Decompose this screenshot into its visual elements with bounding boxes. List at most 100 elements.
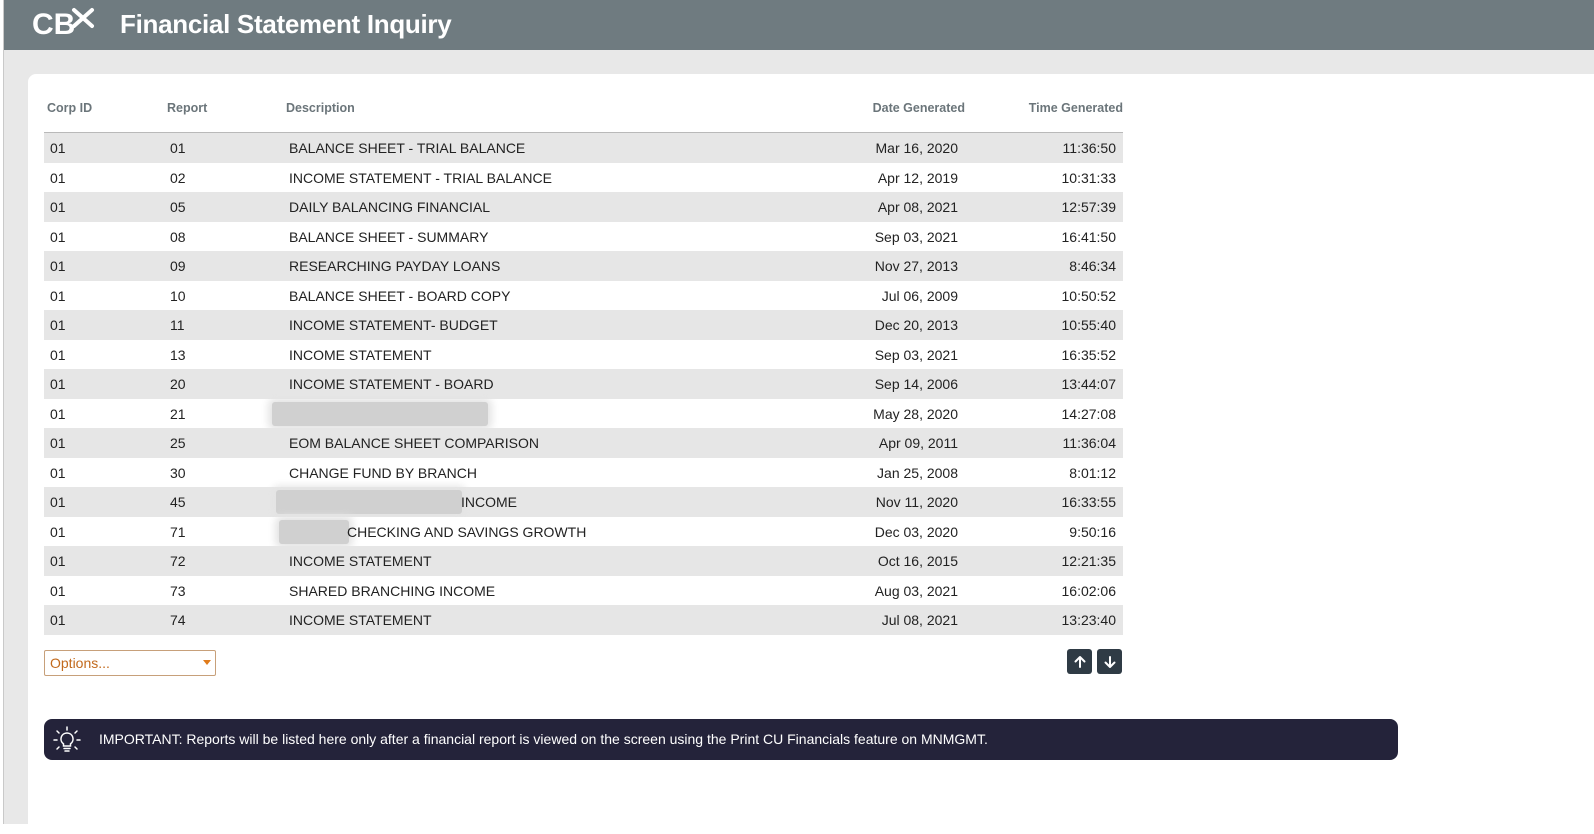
cell-corp-id: 01 — [50, 228, 66, 245]
cell-date-generated: Oct 16, 2015 — [877, 553, 958, 569]
cell-date-generated: Nov 11, 2020 — [875, 494, 958, 510]
cell-description: DAILY BALANCING FINANCIAL — [289, 199, 490, 215]
cell-report: 05 — [170, 199, 186, 215]
table-row[interactable]: 01 71 CHECKING AND SAVINGS GROWTH Dec 03, 2… — [44, 516, 1123, 546]
cell-time-generated: 13:23:40 — [1061, 612, 1117, 628]
cell-description: INCOME STATEMENT — [289, 553, 432, 569]
header-corp-id[interactable]: Corp ID — [47, 101, 93, 115]
cell-description: CHECKING AND SAVINGS GROWTH — [347, 523, 587, 540]
options-label: Options... — [50, 655, 110, 671]
cell-date-generated: Dec 03, 2020 — [874, 523, 958, 540]
table-row[interactable]: 01 25 EOM BALANCE SHEET COMPARISON Apr 09, … — [44, 428, 1123, 458]
cell-time-generated: 11:36:50 — [1062, 140, 1116, 156]
cell-date-generated: Nov 27, 2013 — [874, 258, 958, 274]
cell-description: INCOME STATEMENT - BOARD — [289, 376, 494, 392]
table-row[interactable]: 01 74 INCOME STATEMENT Jul 08, 2021 13:23:40 — [44, 605, 1123, 635]
cell-corp-id: 01 — [50, 287, 66, 304]
app-frame: CB Financial Statement Inquiry Corp ID R… — [3, 0, 1594, 834]
cell-report: 13 — [170, 346, 186, 363]
table-row[interactable]: 01 10 BALANCE SHEET - BOARD COPY Jul 06, 20… — [44, 280, 1123, 310]
cell-date-generated: Dec 20, 2013 — [874, 317, 958, 333]
table-row[interactable]: 01 01 BALANCE SHEET - TRIAL BALANCE Mar 16,… — [44, 133, 1123, 163]
cell-time-generated: 13:44:07 — [1061, 376, 1117, 392]
cell-description: BALANCE SHEET - BOARD COPY — [289, 287, 511, 304]
header-report[interactable]: Report — [167, 101, 208, 115]
cell-time-generated: 14:27:08 — [1061, 405, 1117, 422]
cell-report: 45 — [170, 494, 186, 510]
reports-table: Corp ID Report Description Date Generate… — [44, 98, 1123, 635]
cell-report: 21 — [170, 405, 186, 422]
header-date-generated[interactable]: Date Generated — [872, 101, 965, 115]
scroll-up-button[interactable] — [1067, 649, 1092, 674]
cell-date-generated: Jul 06, 2009 — [881, 287, 958, 304]
cell-report: 72 — [170, 553, 186, 569]
cell-time-generated: 12:21:35 — [1061, 553, 1117, 569]
table-row[interactable]: 01 02 INCOME STATEMENT - TRIAL BALANCE Apr … — [44, 162, 1123, 192]
arrow-down-icon — [1104, 655, 1115, 668]
cell-report: 09 — [170, 258, 186, 274]
cell-corp-id: 01 — [50, 346, 66, 363]
title-bar: CB Financial Statement Inquiry — [4, 0, 1594, 50]
cell-corp-id: 01 — [50, 523, 66, 540]
cell-time-generated: 10:55:40 — [1061, 317, 1117, 333]
cell-date-generated: Aug 03, 2021 — [874, 582, 958, 599]
cell-report: 71 — [170, 523, 186, 540]
table-body: 01 01 BALANCE SHEET - TRIAL BALANCE Mar 16,… — [44, 133, 1123, 635]
table-row[interactable]: 01 72 INCOME STATEMENT Oct 16, 2015 12:21:35 — [44, 546, 1123, 576]
table-row[interactable]: 01 21 May 28, 2020 14:27:08 — [44, 398, 1123, 428]
cell-description: INCOME STATEMENT — [289, 346, 432, 363]
cell-description: INCOME STATEMENT - TRIAL BALANCE — [289, 169, 552, 186]
table-row[interactable]: 01 09 RESEARCHING PAYDAY LOANS Nov 27, 2013… — [44, 251, 1123, 281]
table-row[interactable]: 01 30 CHANGE FUND BY BRANCH Jan 25, 2008 8:0… — [44, 457, 1123, 487]
table-row[interactable]: 01 73 SHARED BRANCHING INCOME Aug 03, 2021 1… — [44, 575, 1123, 605]
arrow-up-icon — [1074, 655, 1085, 668]
table-row[interactable]: 01 11 INCOME STATEMENT- BUDGET Dec 20, 2013… — [44, 310, 1123, 340]
cell-corp-id: 01 — [50, 435, 66, 451]
cell-report: 25 — [170, 435, 186, 451]
cell-description: BALANCE SHEET - SUMMARY — [289, 228, 489, 245]
cell-corp-id: 01 — [50, 376, 66, 392]
cell-report: 20 — [170, 376, 186, 392]
cell-description: BALANCE SHEET - TRIAL BALANCE — [289, 140, 526, 156]
table-row[interactable]: 01 20 INCOME STATEMENT - BOARD Sep 14, 2006… — [44, 369, 1123, 399]
cell-corp-id: 01 — [50, 199, 66, 215]
cell-date-generated: Jul 08, 2021 — [881, 612, 958, 628]
cell-corp-id: 01 — [50, 464, 66, 481]
cell-report: 10 — [170, 287, 186, 304]
cell-report: 30 — [170, 464, 186, 481]
cell-report: 74 — [170, 612, 186, 628]
cell-report: 02 — [170, 169, 186, 186]
cell-date-generated: Mar 16, 2020 — [875, 140, 959, 156]
header-description[interactable]: Description — [286, 101, 355, 115]
cell-report: 11 — [170, 317, 185, 333]
redacted-region — [276, 490, 462, 514]
cell-description: INCOME STATEMENT — [289, 612, 432, 628]
cell-corp-id: 01 — [50, 258, 66, 274]
chevron-down-icon — [203, 660, 211, 665]
table-row[interactable]: 01 45 INCOME Nov 11, 2020 16:33:55 — [44, 487, 1123, 517]
cell-time-generated: 12:57:39 — [1061, 199, 1117, 215]
cbx-logo: CB — [32, 8, 94, 41]
notice-text: IMPORTANT: Reports will be listed here o… — [99, 731, 988, 747]
cell-date-generated: Apr 09, 2011 — [878, 435, 958, 451]
cell-corp-id: 01 — [50, 169, 66, 186]
cell-date-generated: May 28, 2020 — [873, 405, 958, 422]
cell-corp-id: 01 — [50, 494, 66, 510]
scroll-down-button[interactable] — [1097, 649, 1122, 674]
table-row[interactable]: 01 08 BALANCE SHEET - SUMMARY Sep 03, 2021 1… — [44, 221, 1123, 251]
cell-time-generated: 8:01:12 — [1069, 464, 1116, 481]
cell-time-generated: 16:35:52 — [1061, 346, 1117, 363]
cell-time-generated: 8:46:34 — [1069, 258, 1116, 274]
cell-description: RESEARCHING PAYDAY LOANS — [289, 258, 501, 274]
table-header: Corp ID Report Description Date Generate… — [44, 98, 1123, 133]
cell-time-generated: 16:02:06 — [1061, 582, 1117, 599]
page-title: Financial Statement Inquiry — [120, 9, 452, 39]
table-row[interactable]: 01 13 INCOME STATEMENT Sep 03, 2021 16:35:52 — [44, 339, 1123, 369]
table-row[interactable]: 01 05 DAILY BALANCING FINANCIAL Apr 08, 202… — [44, 192, 1123, 222]
options-select[interactable]: Options... — [44, 650, 216, 676]
cell-date-generated: Apr 12, 2019 — [877, 169, 958, 186]
header-time-generated[interactable]: Time Generated — [1028, 101, 1123, 115]
redacted-region — [279, 519, 349, 544]
cell-time-generated: 16:41:50 — [1061, 228, 1117, 245]
main-panel: Corp ID Report Description Date Generate… — [28, 74, 1594, 834]
